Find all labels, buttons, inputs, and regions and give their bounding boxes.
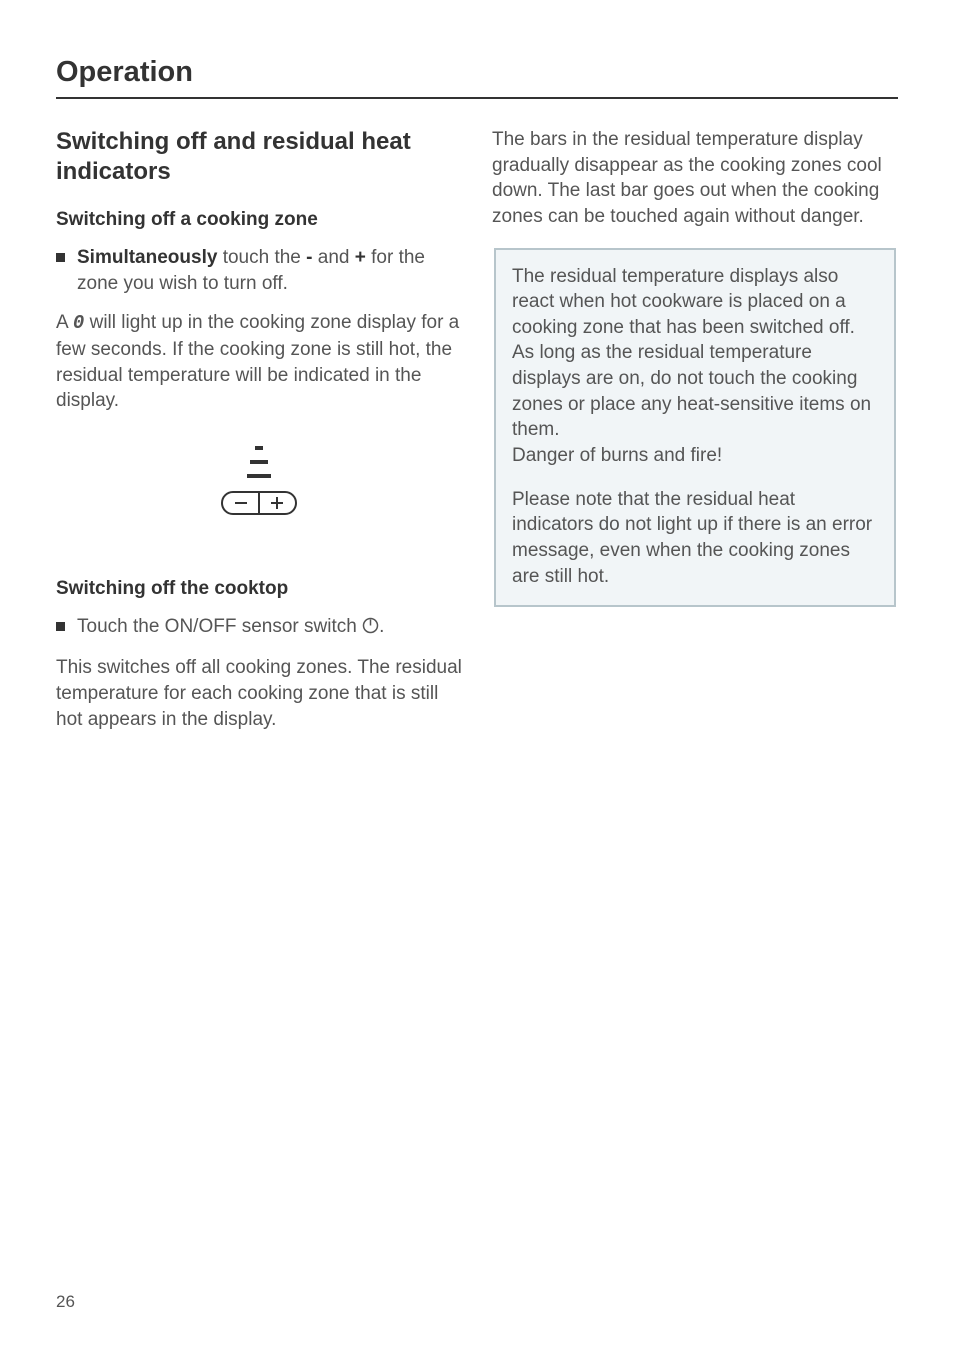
bullet-square-icon bbox=[56, 253, 65, 262]
segment-zero-icon: 0 bbox=[73, 312, 84, 334]
text-touch-the: touch the bbox=[217, 247, 306, 268]
section-heading: Switching off and residual heat indicato… bbox=[56, 127, 462, 187]
text-a: A bbox=[56, 312, 73, 333]
sub-heading-zone-off: Switching off a cooking zone bbox=[56, 209, 462, 231]
sub-heading-cooktop-off: Switching off the cooktop bbox=[56, 578, 462, 600]
bullet-text: Touch the ON/OFF sensor switch . bbox=[77, 614, 384, 642]
para-switches-off: This switches off all cooking zones. The… bbox=[56, 655, 462, 732]
bullet-square-icon bbox=[56, 622, 65, 631]
para-bars-disappear: The bars in the residual temperature dis… bbox=[492, 127, 898, 230]
callout-react: The residual temperature displays also r… bbox=[512, 264, 878, 469]
callout-p1-text: The residual temperature displays also r… bbox=[512, 266, 871, 441]
heat-bar-top bbox=[255, 446, 263, 450]
power-icon bbox=[362, 616, 379, 642]
title-rule bbox=[56, 97, 898, 99]
page-container: Operation Switching off and residual hea… bbox=[0, 0, 954, 1352]
callout-note: Please note that the residual heat indic… bbox=[512, 487, 878, 590]
text-and: and bbox=[312, 247, 354, 268]
callout-box: The residual temperature displays also r… bbox=[494, 248, 896, 608]
bullet-item-simultaneous: Simultaneously touch the - and + for the… bbox=[56, 245, 462, 296]
text-period: . bbox=[379, 616, 384, 637]
page-title: Operation bbox=[56, 56, 898, 89]
heat-bar-middle bbox=[250, 460, 268, 464]
heat-bar-bottom bbox=[247, 474, 271, 478]
bullet-text: Simultaneously touch the - and + for the… bbox=[77, 245, 462, 296]
para-zero-light: A 0 will light up in the cooking zone di… bbox=[56, 310, 462, 414]
left-column: Switching off and residual heat indicato… bbox=[56, 127, 462, 750]
diagram-svg bbox=[209, 440, 309, 525]
residual-heat-diagram bbox=[56, 440, 462, 530]
bold-simultaneously: Simultaneously bbox=[77, 247, 217, 268]
text-touch-onoff: Touch the ON/OFF sensor switch bbox=[77, 616, 362, 637]
page-number: 26 bbox=[56, 1292, 75, 1312]
bullet-item-onoff: Touch the ON/OFF sensor switch . bbox=[56, 614, 462, 642]
right-column: The bars in the residual temperature dis… bbox=[492, 127, 898, 750]
text-will-light: will light up in the cooking zone displa… bbox=[56, 312, 459, 411]
callout-danger: Danger of burns and fire! bbox=[512, 445, 722, 466]
columns: Switching off and residual heat indicato… bbox=[56, 127, 898, 750]
bold-plus: + bbox=[355, 247, 366, 268]
